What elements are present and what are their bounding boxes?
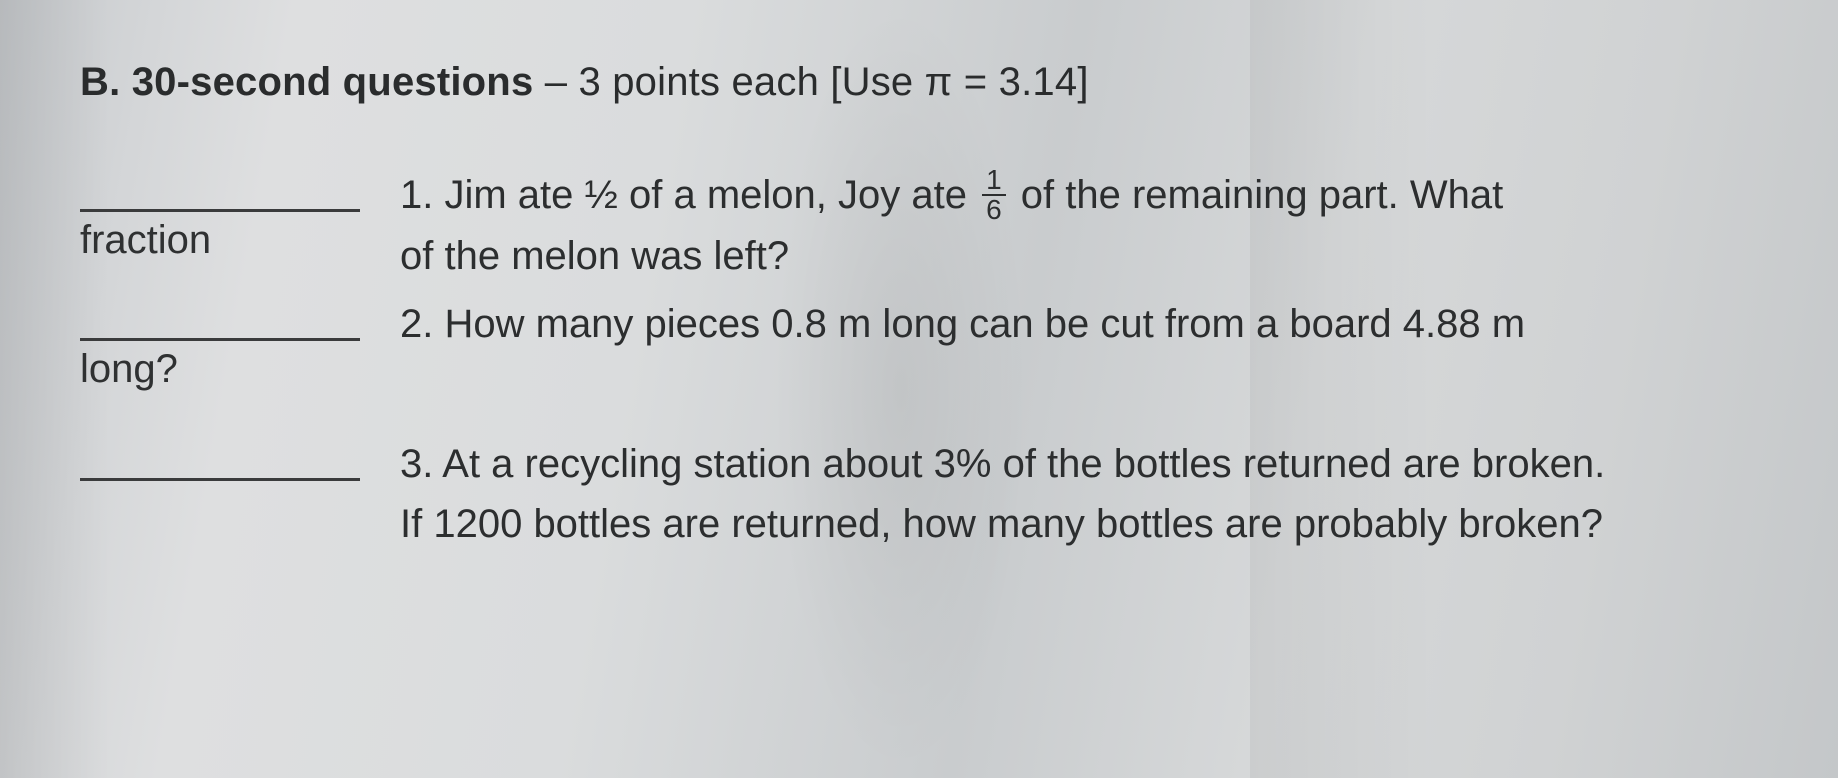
answer-column — [80, 434, 400, 481]
answer-column: long? — [80, 294, 400, 392]
section-label-rest: – 3 points each [Use π = 3.14] — [533, 60, 1088, 104]
answer-blank-2[interactable] — [80, 294, 360, 341]
question-2-text: 2. How many pieces 0.8 m long can be cut… — [400, 294, 1778, 354]
question-1-text: 1. Jim ate ½ of a melon, Joy ate 16 of t… — [400, 165, 1778, 286]
answer-blank-1[interactable] — [80, 165, 360, 212]
q1-line1a: Jim ate ½ of a melon, Joy ate — [444, 173, 978, 217]
section-header: B. 30-second questions – 3 points each [… — [80, 60, 1778, 105]
worksheet-page: B. 30-second questions – 3 points each [… — [0, 0, 1838, 778]
q2-line1: How many pieces 0.8 m long can be cut fr… — [444, 302, 1525, 346]
frac-numerator: 1 — [982, 166, 1006, 196]
q1-number: 1. — [400, 173, 433, 217]
q2-wrap-label: long? — [80, 347, 380, 392]
section-label-bold: B. 30-second questions — [80, 60, 533, 104]
answer-blank-3[interactable] — [80, 434, 360, 481]
q3-number: 3. — [400, 442, 433, 486]
question-1-row: fraction 1. Jim ate ½ of a melon, Joy at… — [80, 165, 1778, 286]
question-2-row: long? 2. How many pieces 0.8 m long can … — [80, 294, 1778, 392]
question-3-text: 3. At a recycling station about 3% of th… — [400, 434, 1778, 554]
frac-denominator: 6 — [982, 196, 1006, 224]
question-3-row: 3. At a recycling station about 3% of th… — [80, 434, 1778, 554]
fraction-one-sixth: 16 — [982, 166, 1006, 224]
q1-line1b: of the remaining part. What — [1010, 173, 1504, 217]
q3-line2: If 1200 bottles are returned, how many b… — [400, 502, 1603, 546]
q1-wrap-label: fraction — [80, 218, 380, 263]
q3-line1: At a recycling station about 3% of the b… — [442, 442, 1605, 486]
q1-line2: of the melon was left? — [400, 234, 789, 278]
q2-number: 2. — [400, 302, 433, 346]
answer-column: fraction — [80, 165, 400, 263]
